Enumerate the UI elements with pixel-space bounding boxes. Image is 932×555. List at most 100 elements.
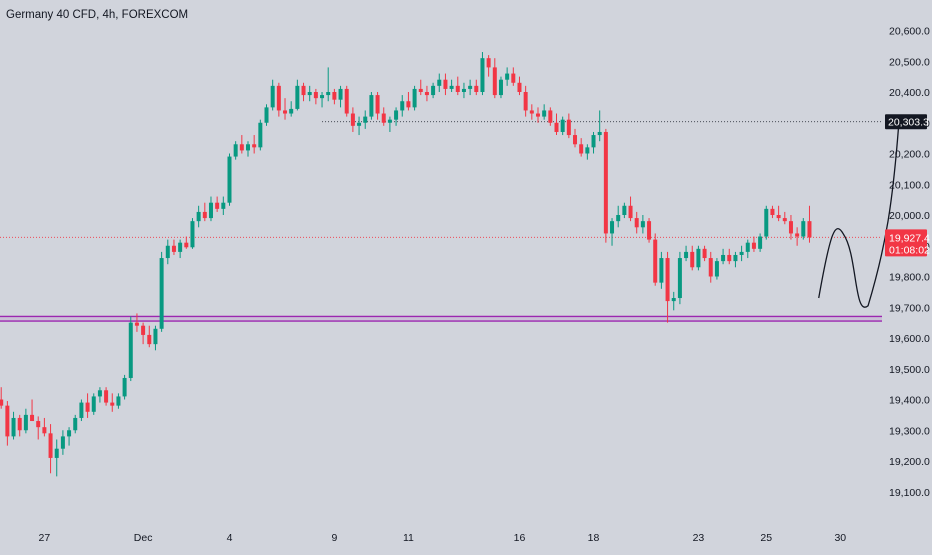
candle[interactable]: [659, 251, 664, 289]
candle[interactable]: [431, 82, 436, 99]
candle[interactable]: [739, 245, 744, 262]
candle[interactable]: [375, 92, 380, 120]
candle[interactable]: [350, 107, 355, 132]
candle[interactable]: [573, 128, 578, 148]
candle[interactable]: [640, 215, 645, 234]
candle[interactable]: [492, 58, 497, 99]
candle[interactable]: [579, 138, 584, 157]
candle[interactable]: [745, 239, 750, 259]
candle[interactable]: [215, 196, 220, 212]
forecast-path[interactable]: [818, 121, 900, 308]
candle[interactable]: [301, 82, 306, 102]
candle[interactable]: [338, 85, 343, 108]
candle[interactable]: [690, 245, 695, 271]
candle[interactable]: [591, 131, 596, 154]
candle[interactable]: [696, 245, 701, 271]
candles[interactable]: [0, 52, 812, 477]
candle[interactable]: [776, 205, 781, 222]
candle[interactable]: [184, 236, 189, 249]
candle[interactable]: [178, 239, 183, 259]
candle[interactable]: [517, 76, 522, 96]
candle[interactable]: [721, 248, 726, 265]
candle[interactable]: [252, 135, 257, 154]
candle[interactable]: [141, 322, 146, 345]
symbol-title[interactable]: Germany 40 CFD, 4h, FOREXCOM: [6, 9, 189, 21]
candle[interactable]: [622, 202, 627, 219]
candle[interactable]: [0, 387, 4, 409]
candle[interactable]: [455, 76, 460, 96]
candle[interactable]: [239, 135, 244, 154]
candle[interactable]: [498, 76, 503, 99]
candle[interactable]: [610, 218, 615, 246]
candle[interactable]: [677, 251, 682, 305]
time-axis[interactable]: 27 Dec 4 9 11 16 18 23 25 30: [39, 532, 847, 544]
candle[interactable]: [202, 202, 207, 222]
candle[interactable]: [535, 107, 540, 123]
candle[interactable]: [60, 430, 65, 455]
support-zone[interactable]: [0, 316, 882, 322]
candle[interactable]: [486, 55, 491, 77]
candle[interactable]: [684, 245, 689, 262]
candle[interactable]: [406, 92, 411, 111]
candle[interactable]: [788, 215, 793, 240]
candle[interactable]: [67, 427, 72, 446]
candle[interactable]: [48, 424, 53, 474]
candle[interactable]: [369, 92, 374, 120]
candle[interactable]: [387, 116, 392, 132]
candle[interactable]: [30, 399, 35, 422]
candle[interactable]: [603, 128, 608, 243]
candle[interactable]: [795, 227, 800, 246]
candle[interactable]: [394, 107, 399, 126]
candle[interactable]: [400, 95, 405, 117]
candle[interactable]: [548, 107, 553, 126]
candle[interactable]: [171, 239, 176, 255]
candle[interactable]: [449, 79, 454, 92]
candle[interactable]: [597, 110, 602, 142]
candle[interactable]: [233, 141, 238, 160]
candle[interactable]: [733, 251, 738, 268]
candle[interactable]: [147, 325, 152, 348]
candle[interactable]: [727, 248, 732, 265]
candle[interactable]: [36, 416, 41, 440]
candle[interactable]: [104, 387, 109, 406]
candle[interactable]: [73, 414, 78, 434]
candle[interactable]: [468, 79, 473, 96]
candle[interactable]: [560, 116, 565, 136]
candle[interactable]: [566, 113, 571, 139]
candle[interactable]: [344, 85, 349, 117]
candle[interactable]: [264, 104, 269, 126]
candle[interactable]: [110, 393, 115, 412]
candle[interactable]: [665, 251, 670, 323]
candle[interactable]: [443, 73, 448, 96]
candle[interactable]: [437, 73, 442, 92]
candle[interactable]: [671, 291, 676, 311]
candle[interactable]: [647, 218, 652, 243]
candle[interactable]: [116, 393, 121, 409]
candle[interactable]: [153, 325, 158, 351]
candle[interactable]: [461, 82, 466, 99]
candle[interactable]: [363, 110, 368, 129]
candle[interactable]: [714, 258, 719, 280]
candle[interactable]: [480, 52, 485, 96]
candle[interactable]: [91, 393, 96, 415]
candle[interactable]: [523, 85, 528, 117]
candle[interactable]: [295, 79, 300, 111]
candle[interactable]: [190, 218, 195, 249]
candle[interactable]: [227, 153, 232, 206]
candle[interactable]: [283, 98, 288, 120]
target-price-badge[interactable]: [885, 114, 927, 130]
candle[interactable]: [554, 113, 559, 136]
candle[interactable]: [122, 374, 127, 400]
candle[interactable]: [289, 101, 294, 117]
candle[interactable]: [332, 88, 337, 105]
candle[interactable]: [628, 196, 633, 222]
candle[interactable]: [708, 251, 713, 283]
candle[interactable]: [474, 79, 479, 96]
candle[interactable]: [307, 85, 312, 102]
candle[interactable]: [529, 104, 534, 120]
candle[interactable]: [542, 104, 547, 120]
candle[interactable]: [11, 411, 16, 440]
candle[interactable]: [5, 401, 10, 446]
